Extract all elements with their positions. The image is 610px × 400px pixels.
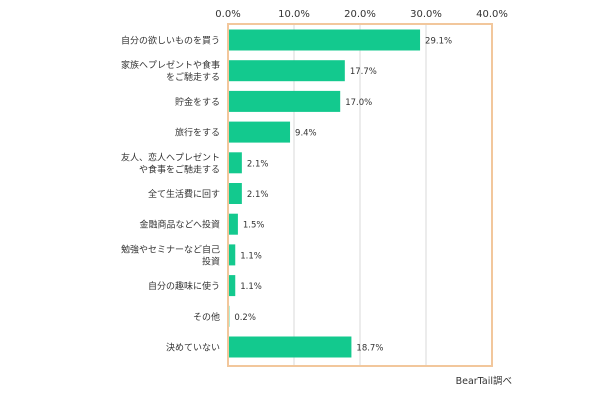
data-label: 1.5% [243,221,265,231]
data-label: 18.7% [356,344,383,354]
data-label: 1.1% [240,282,262,292]
x-tick-label: 30.0% [410,9,442,20]
bar [228,29,421,51]
bar [228,121,291,143]
x-tick-label: 40.0% [476,9,508,20]
data-label: 17.0% [345,98,372,108]
category-label: 家族へプレゼントや食事をご馳走する [121,59,220,83]
data-label: 2.1% [247,190,269,200]
x-tick-label: 0.0% [215,9,240,20]
category-label: 金融商品などへ投資 [139,219,220,231]
category-label: 貯金をする [175,96,220,108]
bar [228,213,238,235]
bar [228,90,341,112]
data-labels: 29.1% 17.7% 17.0% 9.4% 2.1% 2.1% 1.5% 1.1% 1.1% 0… [234,37,452,354]
bar [228,336,352,358]
category-label: 決めていない [166,342,220,354]
data-label: 2.1% [247,159,269,169]
category-labels: 自分の欲しいものを買う家族へプレゼントや食事をご馳走する貯金をする旅行をする友人… [121,35,220,354]
x-tick-label: 10.0% [278,9,310,20]
category-label: 自分の欲しいものを買う [121,35,220,47]
category-label: その他 [193,311,220,323]
data-label: 29.1% [425,37,452,47]
plot-frame [227,23,493,367]
category-label: 勉強やセミナーなど自己投資 [121,243,220,267]
bar [228,244,236,266]
category-label: 自分の趣味に使う [148,280,220,292]
data-label: 0.2% [234,313,256,323]
category-label: 友人、恋人へプレゼントや食事をご馳走する [121,151,220,175]
category-label: 旅行をする [175,127,220,139]
source-label: BearTail調べ [456,375,512,387]
bars [228,29,421,358]
data-label: 1.1% [240,251,262,261]
data-label: 17.7% [350,67,377,77]
bar [228,183,242,204]
x-axis-ticks: 0.0% 10.0% 20.0% 30.0% 40.0% [215,9,508,20]
bar [228,152,242,174]
data-label: 9.4% [295,129,317,139]
category-label: 全て生活費に回す [148,188,220,200]
bar [228,60,345,82]
x-tick-label: 20.0% [344,9,376,20]
bar [228,275,236,297]
